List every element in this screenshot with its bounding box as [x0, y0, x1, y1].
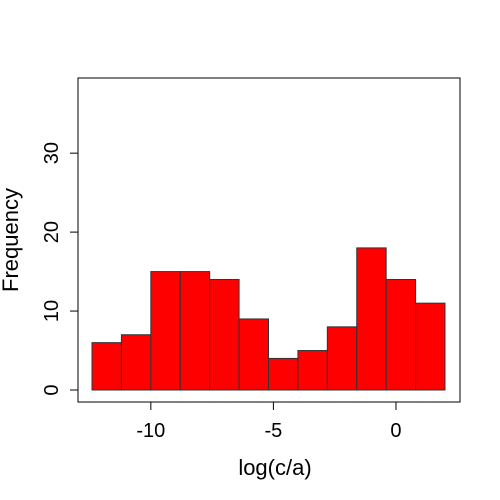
y-tick-label: 10 — [41, 300, 63, 322]
y-tick-label: 30 — [41, 142, 63, 164]
y-axis-label: Frequency — [0, 188, 23, 292]
histogram-bar — [385, 278, 417, 391]
y-tick-label: 20 — [41, 221, 63, 243]
x-axis-label: log(c/a) — [238, 455, 311, 480]
x-tick-label: 0 — [390, 420, 401, 442]
histogram-bar — [150, 271, 181, 391]
y-axis: 0 10 20 30 — [41, 142, 79, 396]
y-tick-label: 0 — [41, 384, 63, 395]
bars-group — [91, 247, 446, 391]
x-tick-label: -10 — [136, 420, 165, 442]
histogram-bar — [209, 278, 240, 391]
histogram-bar — [268, 357, 299, 391]
histogram-bar — [356, 247, 387, 391]
histogram-bar — [179, 271, 211, 391]
histogram-bar — [297, 350, 328, 391]
histogram-bar — [238, 318, 269, 391]
histogram-bar — [326, 326, 358, 391]
histogram-bar — [120, 334, 152, 391]
histogram-bar — [415, 302, 446, 391]
x-axis: -10 -5 0 — [136, 401, 402, 442]
histogram-bar — [91, 342, 122, 391]
x-tick-label: -5 — [265, 420, 283, 442]
